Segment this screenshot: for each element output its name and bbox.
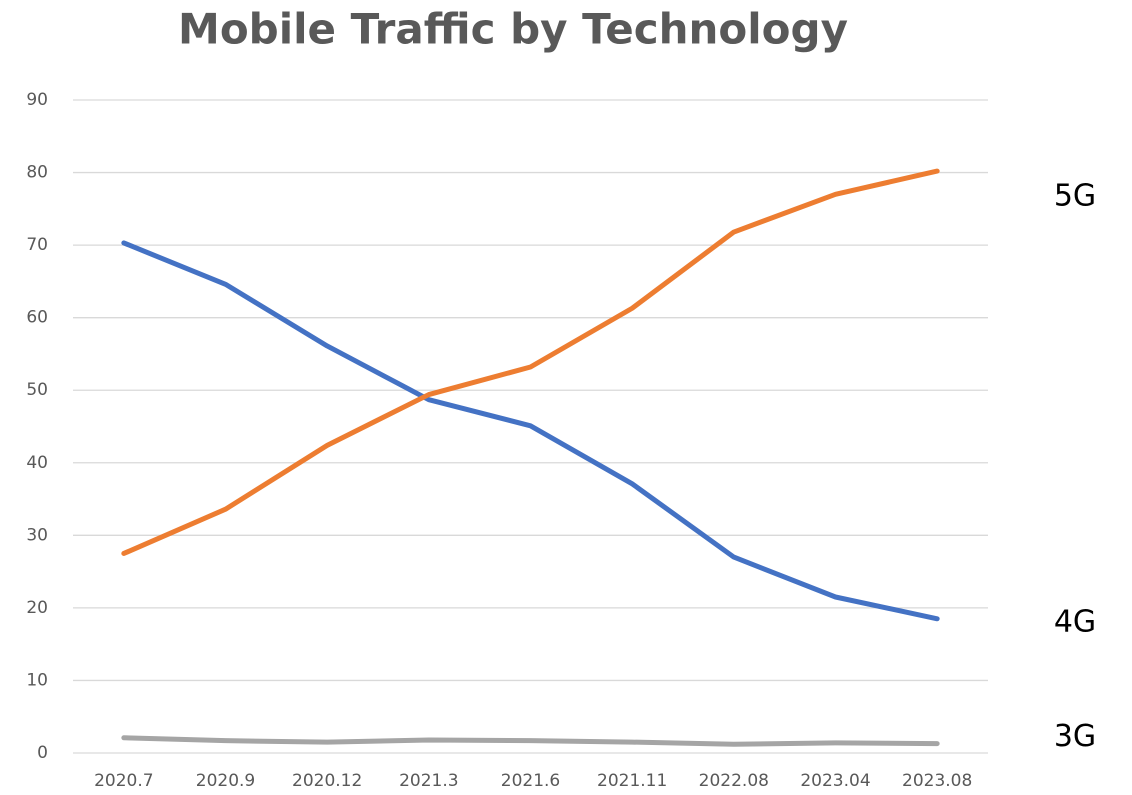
x-tick-label: 2020.9 (196, 771, 255, 791)
y-tick-label: 50 (26, 380, 48, 400)
series-line (121, 735, 940, 747)
y-tick-label: 10 (26, 670, 48, 690)
x-tick-label: 2021.3 (399, 771, 458, 791)
x-tick-label: 2023.04 (800, 771, 870, 791)
chart-title: Mobile Traffic by Technology (178, 5, 848, 54)
y-tick-label: 70 (26, 235, 48, 255)
y-tick-label: 40 (26, 453, 48, 473)
y-tick-label: 20 (26, 598, 48, 618)
y-tick-label: 80 (26, 163, 48, 183)
x-tick-label: 2021.11 (597, 771, 667, 791)
y-tick-label: 90 (26, 90, 48, 110)
x-tick-label: 2020.12 (292, 771, 362, 791)
series-line (121, 168, 940, 556)
y-tick-label: 30 (26, 525, 48, 545)
y-tick-label: 0 (37, 743, 48, 763)
series-label: 5G (1054, 179, 1096, 214)
series-label: 3G (1054, 719, 1096, 754)
y-tick-label: 60 (26, 308, 48, 328)
x-tick-label: 2022.08 (699, 771, 769, 791)
x-tick-label: 2023.08 (902, 771, 972, 791)
series-line (121, 240, 940, 622)
x-tick-label: 2020.7 (94, 771, 153, 791)
series-label: 4G (1054, 604, 1096, 639)
x-tick-label: 2021.6 (501, 771, 560, 791)
